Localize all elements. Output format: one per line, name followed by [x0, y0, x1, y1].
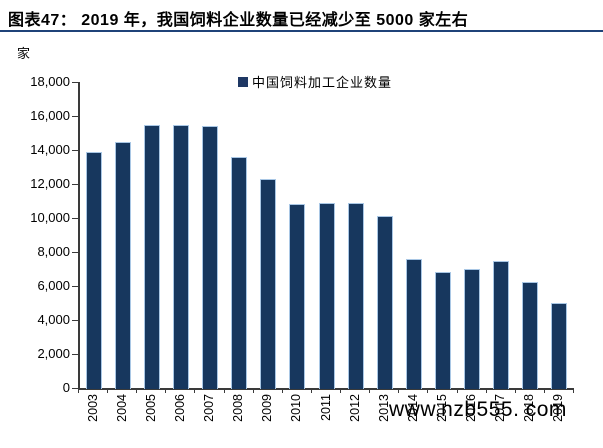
x-axis-tick	[107, 388, 109, 393]
chart-title: 图表47： 2019 年，我国饲料企业数量已经减少至 5000 家左右	[8, 12, 469, 29]
y-axis-tick	[72, 388, 78, 389]
y-axis-tick-label: 18,000	[30, 74, 70, 89]
legend: 中国饲料加工企业数量	[238, 72, 392, 91]
x-axis-tick-label: 2011	[318, 394, 333, 421]
x-axis-tick-label: 2006	[172, 394, 187, 422]
x-axis-tick	[340, 388, 342, 393]
y-axis-unit-label: 家	[17, 46, 31, 61]
bar-2003	[85, 151, 102, 389]
bar-2004	[114, 141, 131, 389]
bar-2013	[376, 216, 393, 389]
bar-2005	[143, 124, 160, 389]
y-axis-tick	[72, 354, 78, 355]
bar-2014	[405, 258, 422, 389]
x-axis-tick	[165, 388, 167, 393]
bar-2017	[493, 260, 510, 389]
y-axis-tick-label: 6,000	[37, 278, 70, 293]
bar-2015	[434, 272, 451, 389]
bar-2008	[231, 156, 248, 389]
bar-2012	[347, 202, 364, 389]
y-axis-tick-label: 8,000	[37, 244, 70, 259]
y-axis-tick	[72, 116, 78, 117]
y-axis-tick	[72, 286, 78, 287]
y-axis-tick-label: 14,000	[30, 142, 70, 157]
x-axis-tick	[194, 388, 196, 393]
x-axis-tick	[136, 388, 138, 393]
y-axis-tick	[72, 218, 78, 219]
y-axis-tick-label: 2,000	[37, 346, 70, 361]
x-axis-tick	[252, 388, 254, 393]
y-axis-tick	[72, 150, 78, 151]
x-axis-tick-label: 2012	[347, 394, 362, 422]
x-axis-tick-label: 2004	[114, 394, 129, 422]
y-axis-tick	[72, 252, 78, 253]
x-axis-tick	[223, 388, 225, 393]
bar-2016	[464, 269, 481, 389]
y-axis-tick-label: 16,000	[30, 108, 70, 123]
x-axis-tick-label: 2008	[231, 394, 246, 422]
y-axis-tick-label: 10,000	[30, 210, 70, 225]
x-axis-tick	[485, 388, 487, 393]
y-axis-line	[78, 82, 80, 388]
legend-label: 中国饲料加工企业数量	[252, 75, 393, 90]
x-axis-tick	[543, 388, 545, 393]
bar-2011	[318, 202, 335, 389]
x-axis-tick-label: 2009	[260, 394, 275, 422]
x-axis-tick	[310, 388, 312, 393]
x-axis-tick-label: 2007	[202, 394, 217, 422]
x-axis-tick-label: 2010	[289, 394, 304, 422]
bar-2009	[260, 178, 277, 389]
bar-2018	[522, 281, 539, 389]
x-axis-tick	[573, 388, 574, 393]
x-axis-tick	[456, 388, 458, 393]
bar-2019	[551, 303, 568, 389]
title-underline	[0, 30, 603, 32]
x-axis-tick	[398, 388, 400, 393]
legend-swatch-icon	[238, 76, 248, 87]
x-axis-tick-label: 2003	[85, 394, 100, 422]
x-axis-tick	[78, 388, 79, 393]
y-axis-tick-label: 0	[62, 380, 70, 395]
y-axis-tick	[72, 320, 78, 321]
watermark-text: www.nzb555. com	[389, 398, 567, 421]
x-axis-tick	[281, 388, 283, 393]
y-axis-tick	[72, 82, 78, 83]
bar-2006	[172, 124, 189, 389]
x-axis-tick	[514, 388, 516, 393]
y-axis-tick	[72, 184, 78, 185]
x-axis-tick-label: 2005	[143, 394, 158, 422]
y-axis-tick-label: 4,000	[37, 312, 70, 327]
y-axis-tick-label: 12,000	[30, 176, 70, 191]
bar-2010	[289, 204, 306, 389]
bar-2007	[202, 126, 219, 389]
x-axis-tick	[369, 388, 371, 393]
x-axis-tick	[427, 388, 429, 393]
